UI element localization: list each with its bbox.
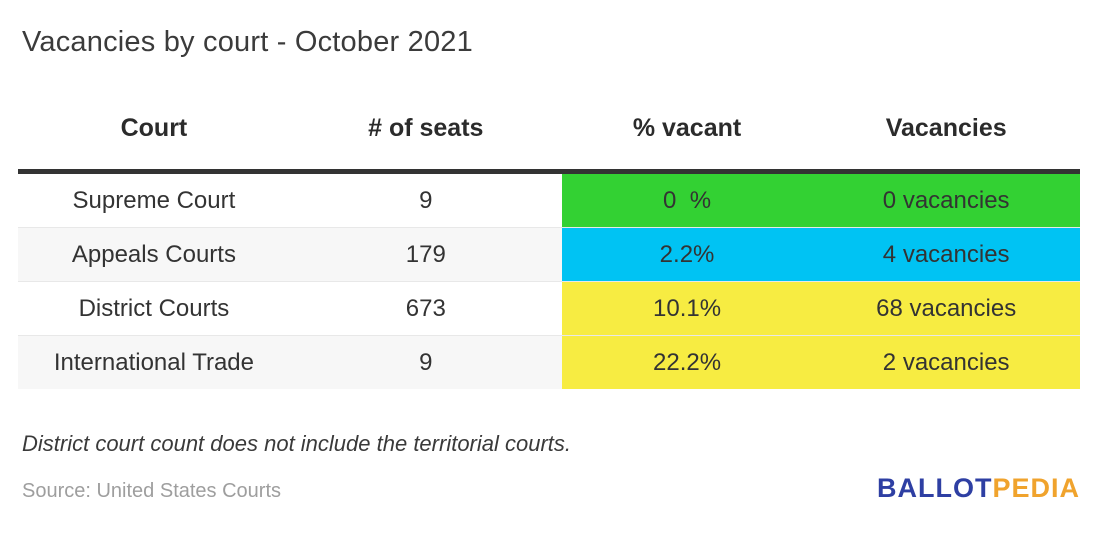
court-cell: Appeals Courts xyxy=(18,227,290,282)
seats-cell: 179 xyxy=(289,227,562,282)
seats-cell: 9 xyxy=(419,187,433,214)
logo-text-pedia: PEDIA xyxy=(992,473,1080,503)
header-vacancies: Vacancies xyxy=(812,108,1080,174)
pct-vacant-cell: 10.1% xyxy=(561,281,813,336)
infographic: Vacancies by court - October 2021 Court … xyxy=(0,24,1098,503)
footnote: District court count does not include th… xyxy=(22,431,572,456)
pct-vacant-cell: 22.2% xyxy=(561,335,813,389)
table-row: District Courts 673 10.1% 68 vacancies xyxy=(18,281,1080,336)
vacancies-cell: 68 vacancies xyxy=(812,281,1080,336)
vacancies-cell: 2 vacancies xyxy=(812,335,1080,389)
header-seats: # of seats xyxy=(289,108,562,174)
table-row: Supreme Court 9 0 % 0 vacancies xyxy=(18,171,1080,228)
header-court: Court xyxy=(18,108,290,174)
header-pct-vacant: % vacant xyxy=(561,108,813,174)
table-row: Appeals Courts 179 2.2% 4 vacancies xyxy=(18,227,1080,282)
logo-text-ballot: BALLOT xyxy=(876,473,993,503)
pct-vacant-cell: 0 % xyxy=(561,171,813,228)
page-title: Vacancies by court - October 2021 xyxy=(22,26,473,58)
table-header-row: Court # of seats % vacant Vacancies xyxy=(18,108,1080,174)
vacancies-table: Court # of seats % vacant Vacancies Supr… xyxy=(18,108,1080,389)
pct-vacant-cell: 2.2% xyxy=(561,227,813,282)
table-row: International Trade 9 22.2% 2 vacancies xyxy=(18,335,1080,389)
vacancies-cell: 4 vacancies xyxy=(812,227,1080,282)
seats-cell: 9 xyxy=(289,335,562,389)
ballotpedia-logo: BALLOTPEDIA xyxy=(877,473,1080,503)
court-cell: Supreme Court xyxy=(72,187,236,214)
court-cell: International Trade xyxy=(18,335,290,389)
seats-cell: 673 xyxy=(289,281,562,336)
source-attribution: Source: United States Courts xyxy=(22,480,282,502)
court-cell: District Courts xyxy=(18,281,290,336)
footer: Source: United States Courts BALLOTPEDIA xyxy=(18,473,1080,503)
vacancies-cell: 0 vacancies xyxy=(812,171,1080,228)
